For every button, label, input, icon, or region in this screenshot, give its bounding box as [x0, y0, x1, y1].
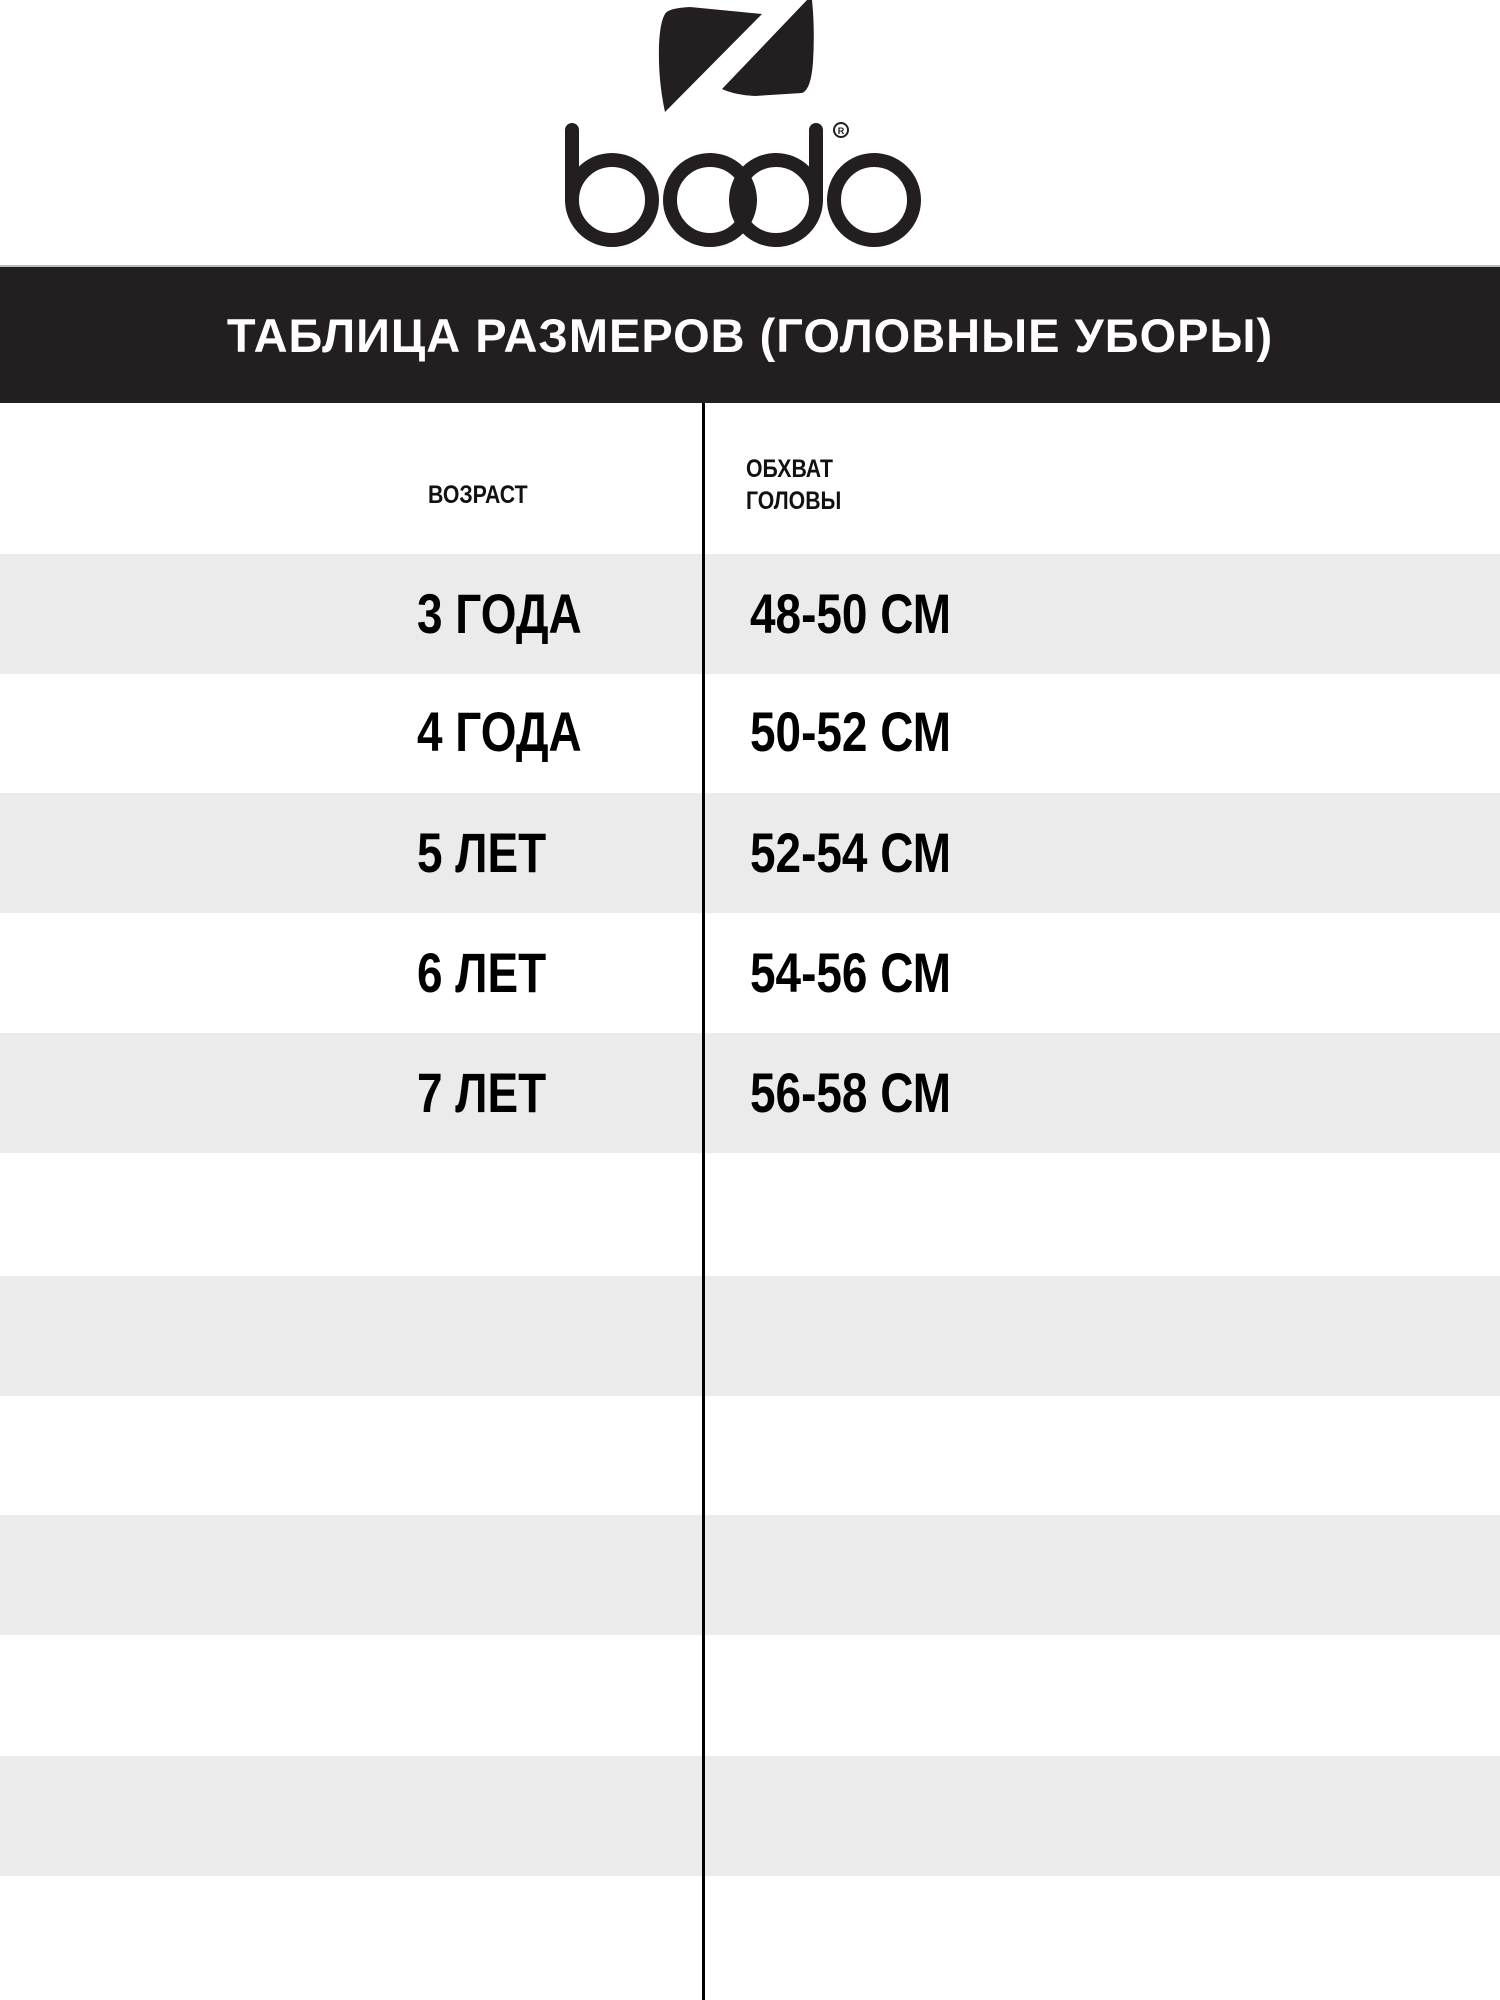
bodo-logo-mark-icon: R [565, 0, 921, 247]
svg-text:R: R [838, 126, 845, 136]
table-row: 3 ГОДА 48-50 СМ [0, 554, 1500, 674]
bodo-logo: R [540, 0, 960, 250]
table-row: 6 ЛЕТ 54-56 СМ [0, 913, 1500, 1033]
size-cell: 48-50 СМ [750, 582, 952, 645]
age-cell: 5 ЛЕТ [417, 821, 547, 884]
age-cell: 4 ГОДА [417, 700, 582, 763]
table-header-row: ВОЗРАСТ ОБХВАТ ГОЛОВЫ [0, 403, 1500, 554]
size-cell: 50-52 СМ [750, 700, 952, 763]
empty-row [0, 1276, 1500, 1396]
header-head-circumference-2: ГОЛОВЫ [746, 487, 842, 515]
header-head-circumference-1: ОБХВАТ [746, 455, 834, 483]
header-age: ВОЗРАСТ [428, 481, 528, 509]
age-cell: 3 ГОДА [417, 582, 582, 645]
table-row: 4 ГОДА 50-52 СМ [0, 672, 1500, 792]
empty-row [0, 1515, 1500, 1635]
table-row: 7 ЛЕТ 56-58 СМ [0, 1033, 1500, 1153]
column-divider [702, 403, 705, 2000]
age-cell: 6 ЛЕТ [417, 941, 547, 1004]
age-cell: 7 ЛЕТ [417, 1061, 547, 1124]
title-band: ТАБЛИЦА РАЗМЕРОВ (ГОЛОВНЫЕ УБОРЫ) [0, 265, 1500, 403]
size-cell: 52-54 СМ [750, 821, 952, 884]
table-row: 5 ЛЕТ 52-54 СМ [0, 793, 1500, 913]
empty-row [0, 1756, 1500, 1876]
size-cell: 54-56 СМ [750, 941, 952, 1004]
page-title: ТАБЛИЦА РАЗМЕРОВ (ГОЛОВНЫЕ УБОРЫ) [226, 308, 1274, 362]
size-cell: 56-58 СМ [750, 1061, 952, 1124]
